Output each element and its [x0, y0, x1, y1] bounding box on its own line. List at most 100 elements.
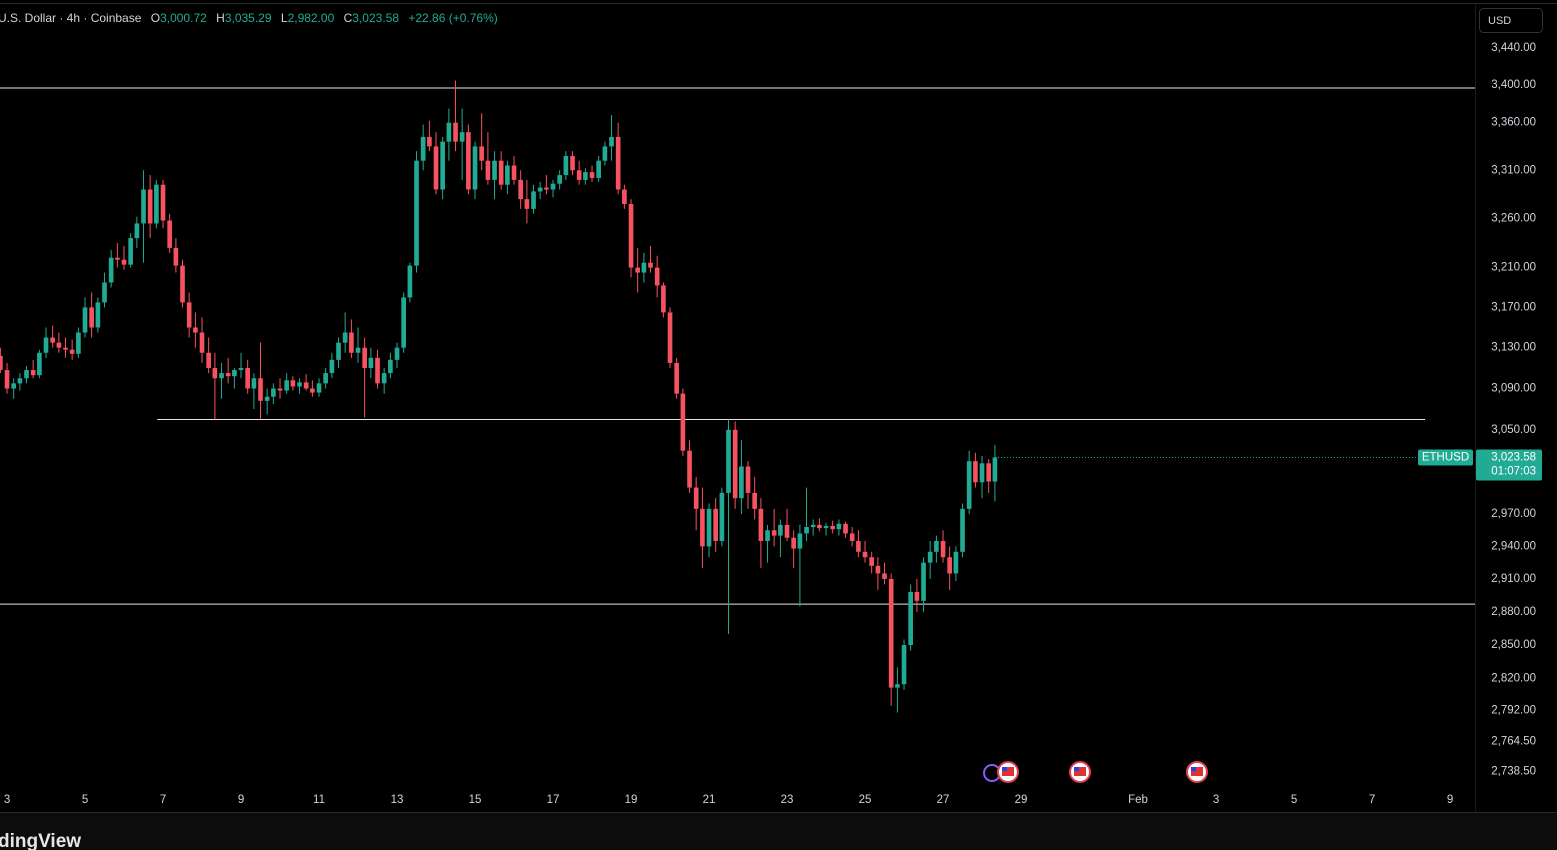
candle-body: [414, 160, 419, 266]
candle-body: [940, 540, 946, 558]
candle-body: [336, 342, 341, 360]
candle-body: [24, 370, 29, 379]
currency-button[interactable]: [1479, 8, 1543, 33]
x-tick-label: 17: [547, 794, 560, 806]
candle-body: [888, 578, 894, 688]
flag: [1074, 767, 1086, 776]
candle-body: [232, 370, 237, 377]
y-tick-label: 3,090.00: [1491, 383, 1536, 395]
candle-body: [466, 132, 471, 190]
y-tick-label: 2,738.50: [1491, 766, 1536, 778]
y-tick-label: 3,440.00: [1491, 42, 1536, 54]
candle-body: [401, 297, 406, 348]
x-tick-label: 5: [82, 794, 88, 806]
ohlc-key: H: [216, 11, 225, 25]
candle-body: [804, 527, 809, 534]
candle-body: [726, 429, 731, 493]
candle-body: [258, 378, 263, 401]
candle-body: [602, 146, 608, 161]
candle-body: [63, 347, 68, 350]
candle-body: [407, 265, 413, 298]
y-tick-label: 3,050.00: [1491, 424, 1536, 436]
candle-body: [628, 204, 634, 268]
candle-body: [758, 508, 764, 541]
candle-body: [771, 530, 777, 536]
countdown-label: 01:07:03: [1491, 465, 1536, 477]
candle-body: [856, 540, 861, 552]
candle-body: [823, 525, 829, 529]
candle-body: [0, 355, 3, 371]
candle-body: [680, 393, 686, 451]
ohlc-key: O: [150, 11, 161, 25]
candle-body: [973, 461, 978, 483]
candle-body: [934, 540, 939, 552]
candle-body: [700, 508, 705, 547]
candle-body: [342, 332, 348, 343]
candle-body: [115, 257, 120, 260]
candle-body: [875, 565, 881, 574]
candle-body: [251, 378, 257, 389]
y-tick-label: 3,400.00: [1491, 79, 1536, 91]
candle-body: [245, 368, 250, 389]
candle-body: [102, 282, 107, 303]
candle-body: [797, 533, 803, 549]
x-tick-label: 23: [781, 794, 794, 806]
candle-body: [979, 463, 985, 483]
ohlc-value: 3,035.29: [224, 11, 272, 25]
x-tick-label: 3: [4, 794, 10, 806]
candle-body: [693, 487, 699, 509]
watermark: dingView: [0, 831, 81, 850]
candle-body: [43, 337, 49, 353]
x-tick-label: 5: [1291, 794, 1297, 806]
candle-body: [388, 359, 393, 374]
candle-body: [459, 132, 465, 142]
candle-body: [596, 160, 601, 178]
candle-body: [921, 562, 926, 601]
candle-body: [180, 265, 185, 303]
y-tick-label: 3,170.00: [1491, 301, 1536, 313]
candle-body: [394, 347, 400, 360]
candle-body: [511, 165, 517, 180]
candle-body: [745, 466, 751, 493]
candle-body: [862, 551, 868, 558]
candle-body: [160, 184, 166, 221]
ohlc-key: L: [280, 11, 288, 25]
candle-body: [492, 160, 497, 180]
candle-body: [869, 557, 874, 566]
candle-body: [4, 370, 10, 389]
candle-body: [576, 170, 582, 180]
candle-body: [173, 247, 179, 266]
candle-body: [914, 592, 920, 601]
candle-body: [505, 165, 510, 185]
candle-body: [433, 146, 439, 190]
currency-button-label[interactable]: USD: [1488, 15, 1511, 27]
candle-body: [56, 342, 62, 348]
x-tick-label: 13: [391, 794, 404, 806]
candle-body: [966, 461, 972, 509]
candle-body: [472, 146, 478, 190]
change: +22.86 (+0.76%): [408, 11, 498, 25]
candle-body: [615, 136, 621, 190]
x-tick-label: 9: [238, 794, 244, 806]
candle-body: [908, 592, 913, 646]
candle-body: [563, 155, 569, 176]
candle-body: [901, 645, 907, 685]
candle-body: [69, 349, 75, 354]
candle-body: [849, 533, 855, 541]
candle-body: [50, 337, 55, 343]
y-tick-label: 2,850.00: [1491, 639, 1536, 651]
x-tick-label: 7: [160, 794, 166, 806]
candle-body: [791, 537, 796, 549]
candle-body: [622, 189, 627, 205]
flag: [1191, 767, 1203, 776]
candle-body: [108, 257, 114, 283]
x-tick-label: 9: [1447, 794, 1453, 806]
candle-body: [986, 463, 991, 482]
candle-body: [89, 307, 94, 328]
candle-body: [531, 191, 536, 209]
y-tick-label: 2,940.00: [1491, 540, 1536, 552]
candle-body: [485, 160, 491, 180]
legend-header: U.S. Dollar · 4h · Coinbase O3,000.72 H3…: [0, 11, 498, 25]
